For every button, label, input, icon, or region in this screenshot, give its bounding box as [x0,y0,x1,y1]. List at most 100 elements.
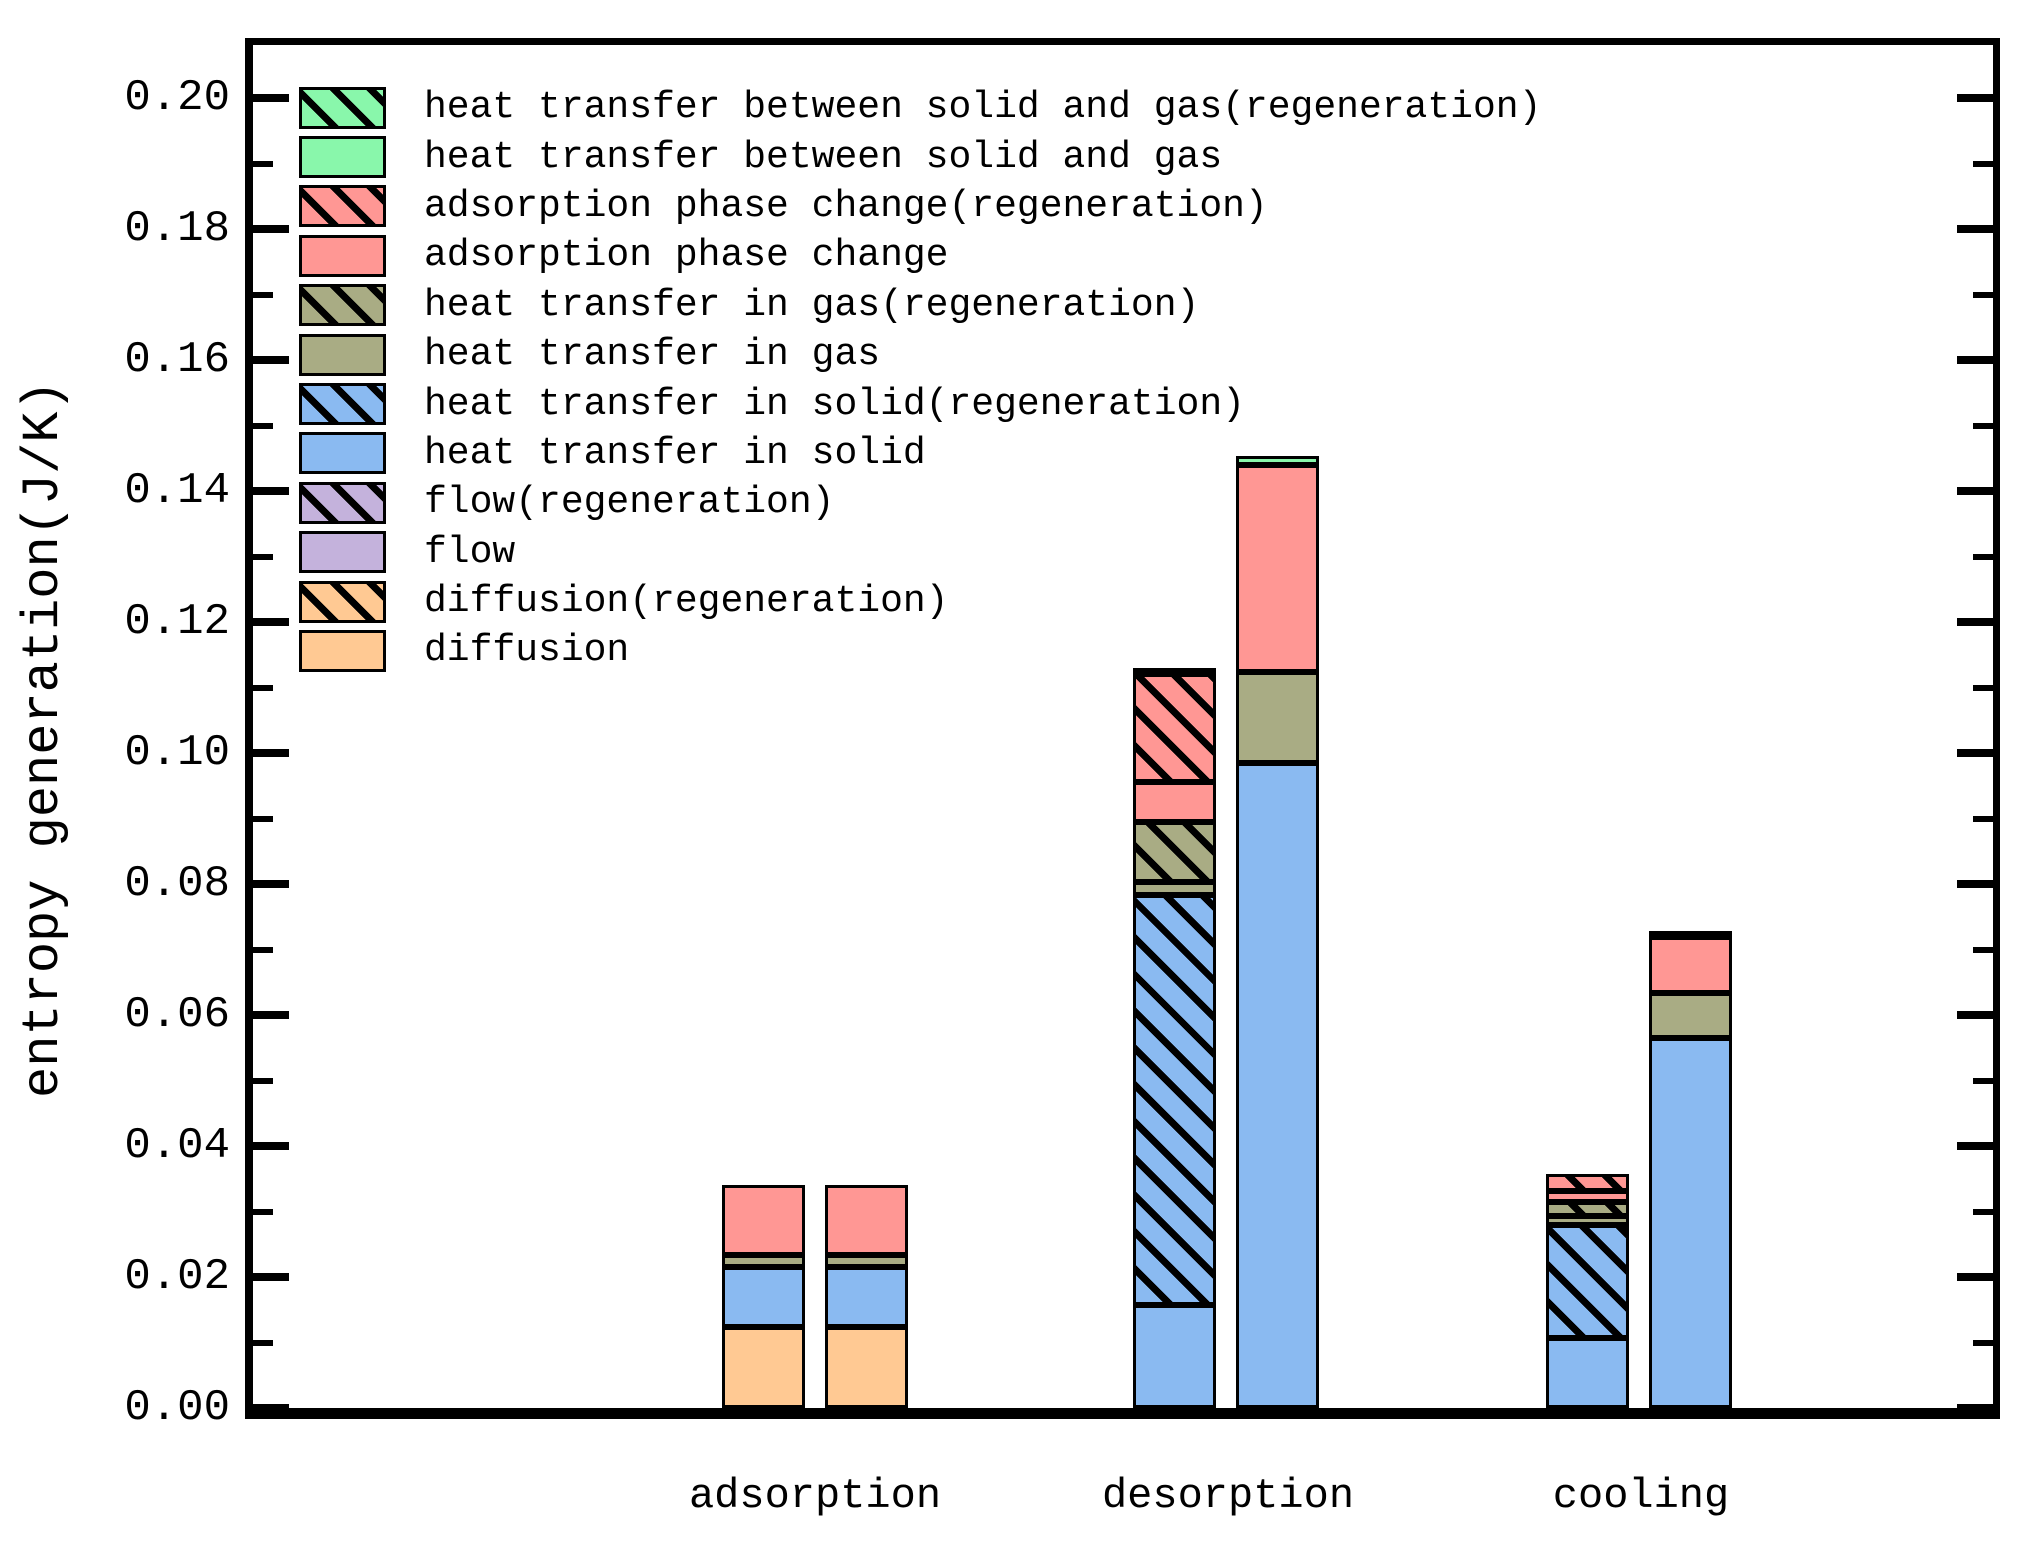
bar-segment-cooling-bar-1-adsorption-phase-change-regeneration- [1546,1174,1629,1192]
legend-row: heat transfer in gas [299,330,1541,379]
major-tick-left [253,94,289,102]
minor-tick-left [253,291,273,298]
y-tick-label-0.18: 0.18 [124,204,230,254]
legend-label: heat transfer in solid [424,431,926,475]
minor-tick-left [253,160,273,167]
legend-label: flow [424,530,516,574]
legend-row: flow(regeneration) [299,478,1541,527]
legend-swatch-blue-solid [299,432,386,475]
major-tick-left [253,225,289,233]
minor-tick-left [253,946,273,953]
bar-segment-cooling-bar-1-heat-transfer-in-gas [1546,1216,1629,1226]
bar-segment-cooling-bar-2-adsorption-phase-change [1649,937,1732,993]
legend-label: diffusion [424,629,630,673]
y-tick-label-0.16: 0.16 [124,335,230,385]
bar-segment-desorption-bar-1-heat-transfer-in-solid [1133,1304,1216,1408]
legend-row: adsorption phase change(regeneration) [299,182,1541,231]
legend-row: heat transfer between solid and gas(rege… [299,83,1541,132]
legend-label: heat transfer in gas(regeneration) [424,283,1200,327]
bar-segment-desorption-bar-2-heat-transfer-in-solid [1236,762,1319,1408]
major-tick-left [253,1142,289,1150]
bar-segment-desorption-bar-2-heat-transfer-in-gas [1236,671,1319,763]
minor-tick-right [1973,553,1993,560]
bar-segment-adsorption-bar-1-adsorption-phase-change [722,1185,805,1256]
legend-label: flow(regeneration) [424,481,835,525]
plot-area: heat transfer between solid and gas(rege… [245,38,2000,1419]
legend-row: diffusion(regeneration) [299,577,1541,626]
bar-segment-desorption-bar-1-heat-transfer-in-gas-regeneration- [1133,822,1216,883]
y-tick-label-0.20: 0.20 [124,73,230,123]
minor-tick-right [1973,291,1993,298]
legend-swatch-olive-hatched [299,284,386,327]
minor-tick-left [253,422,273,429]
legend-label: heat transfer in solid(regeneration) [424,382,1245,426]
bar-segment-desorption-bar-2-adsorption-phase-change [1236,465,1319,672]
legend-row: flow [299,528,1541,577]
legend-swatch-purple-hatched [299,481,386,524]
major-tick-right [1957,487,1993,495]
major-tick-right [1957,1404,1993,1408]
major-tick-right [1957,94,1993,102]
bar-segment-desorption-bar-2-heat-transfer-between-solid-and-gas [1236,455,1319,466]
bar-segment-adsorption-bar-1-diffusion [722,1327,805,1408]
bar-segment-cooling-bar-1-adsorption-phase-change [1546,1191,1629,1202]
y-tick-label-0.14: 0.14 [124,466,230,516]
bar-segment-cooling-bar-1-heat-transfer-in-gas-regeneration- [1546,1201,1629,1217]
legend-swatch-orange-solid [299,629,386,672]
minor-tick-right [1973,422,1993,429]
major-tick-right [1957,749,1993,757]
legend-row: heat transfer in solid(regeneration) [299,379,1541,428]
minor-tick-right [1973,1339,1993,1346]
plot-inner: heat transfer between solid and gas(rege… [253,45,1993,1408]
x-category-label-adsorption: adsorption [688,1472,942,1520]
legend-swatch-blue-hatched [299,383,386,426]
major-tick-right [1957,1142,1993,1150]
bar-segment-cooling-bar-1-heat-transfer-in-solid-regeneration- [1546,1225,1629,1338]
bar-segment-desorption-bar-1-adsorption-phase-change-regeneration- [1133,673,1216,783]
legend-row: adsorption phase change [299,231,1541,280]
minor-tick-left [253,815,273,822]
bar-segment-adsorption-bar-2-adsorption-phase-change [825,1185,908,1256]
major-tick-left [253,749,289,757]
minor-tick-right [1973,1208,1993,1215]
bar-segment-desorption-bar-1-adsorption-phase-change [1133,782,1216,823]
major-tick-left [253,1273,289,1281]
minor-tick-right [1973,946,1993,953]
major-tick-left [253,1011,289,1019]
legend-swatch-salmon-solid [299,234,386,277]
legend-swatch-salmon-hatched [299,185,386,228]
minor-tick-left [253,1339,273,1346]
x-category-label-desorption: desorption [1101,1472,1355,1520]
legend-swatch-green-solid [299,136,386,179]
major-tick-right [1957,618,1993,626]
legend-label: adsorption phase change [424,234,949,278]
major-tick-right [1957,1273,1993,1281]
major-tick-right [1957,1011,1993,1019]
bar-segment-adsorption-bar-1-heat-transfer-in-gas [722,1255,805,1268]
legend-label: heat transfer in gas [424,333,881,377]
y-tick-label-0.02: 0.02 [124,1252,230,1302]
bar-segment-adsorption-bar-2-diffusion [825,1327,908,1408]
minor-tick-left [253,684,273,691]
bar-segment-cooling-bar-2-heat-transfer-in-gas [1649,992,1732,1038]
y-tick-label-0.06: 0.06 [124,990,230,1040]
legend-swatch-orange-hatched [299,580,386,623]
y-tick-label-0.10: 0.10 [124,728,230,778]
major-tick-right [1957,356,1993,364]
bar-segment-adsorption-bar-2-heat-transfer-in-gas [825,1255,908,1268]
minor-tick-left [253,1077,273,1084]
legend-label: heat transfer between solid and gas(rege… [424,86,1542,130]
legend-row: diffusion [299,626,1541,675]
legend-label: adsorption phase change(regeneration) [424,184,1268,228]
x-category-label-cooling: cooling [1552,1472,1730,1520]
minor-tick-right [1973,684,1993,691]
y-tick-label-0.04: 0.04 [124,1121,230,1171]
bar-segment-cooling-bar-2-heat-transfer-in-solid [1649,1037,1732,1408]
major-tick-right [1957,225,1993,233]
bar-segment-adsorption-bar-2-heat-transfer-in-solid [825,1267,908,1328]
bar-segment-desorption-bar-1-heat-transfer-in-solid-regeneration- [1133,895,1216,1305]
chart-legend: heat transfer between solid and gas(rege… [299,83,1541,676]
legend-row: heat transfer in gas(regeneration) [299,281,1541,330]
legend-row: heat transfer between solid and gas [299,132,1541,181]
